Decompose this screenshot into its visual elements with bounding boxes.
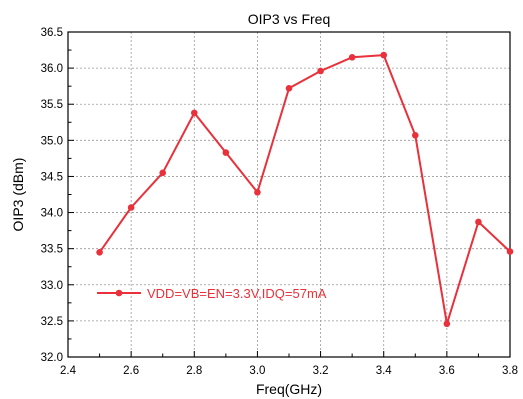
legend: VDD=VB=EN=3.3V,IDQ=57mA [97,286,327,301]
series-layer [96,51,514,328]
y-tick-label: 32.5 [41,316,63,328]
x-tick-label: 2.8 [186,365,202,377]
legend-label: VDD=VB=EN=3.3V,IDQ=57mA [147,286,327,301]
y-tick-label: 32.0 [41,352,63,364]
chart-title: OIP3 vs Freq [248,11,330,27]
y-tick-label: 33.5 [41,244,63,256]
data-point [222,149,230,156]
data-point [96,248,103,256]
y-tick-label: 35.5 [41,99,63,111]
data-point [380,51,388,59]
y-tick-label: 33.0 [41,280,63,292]
axis-ticks [67,31,511,358]
x-tick-label: 3.4 [376,365,393,377]
data-point [443,320,451,328]
data-point [190,109,198,117]
y-tick-label: 34.5 [41,171,63,183]
data-point [254,189,261,196]
x-tick-label: 2.6 [123,365,139,377]
y-axis-label: OIP3 (dBm) [10,158,26,232]
data-point [348,53,356,61]
x-tick-label: 3.2 [313,365,329,377]
series-line [98,54,511,325]
x-tick-label: 3.0 [249,365,265,377]
grid-lines [68,32,510,357]
data-point [475,218,482,226]
x-tick-label: 3.6 [439,365,455,377]
data-point [506,248,514,255]
data-point [317,67,324,75]
x-tick-label: 2.4 [60,365,77,377]
data-point [411,131,419,139]
data-point [285,85,293,92]
x-axis-label: Freq(GHz) [256,381,322,397]
y-tick-label: 36.0 [41,63,63,75]
legend-marker [115,289,123,297]
y-tick-label: 34.0 [41,208,63,220]
x-tick-labels: 2.4 2.6 2.8 3.0 3.2 3.4 3.6 3.8 [60,365,518,377]
y-tick-label: 35.0 [41,135,63,147]
data-point [127,204,135,211]
data-point [159,169,167,177]
y-tick-label: 36.5 [41,27,63,39]
x-tick-label: 3.8 [502,365,518,377]
y-tick-labels: 32.0 32.5 33.0 33.5 34.0 34.5 35.0 35.5 36.0 36.5 [41,27,63,364]
